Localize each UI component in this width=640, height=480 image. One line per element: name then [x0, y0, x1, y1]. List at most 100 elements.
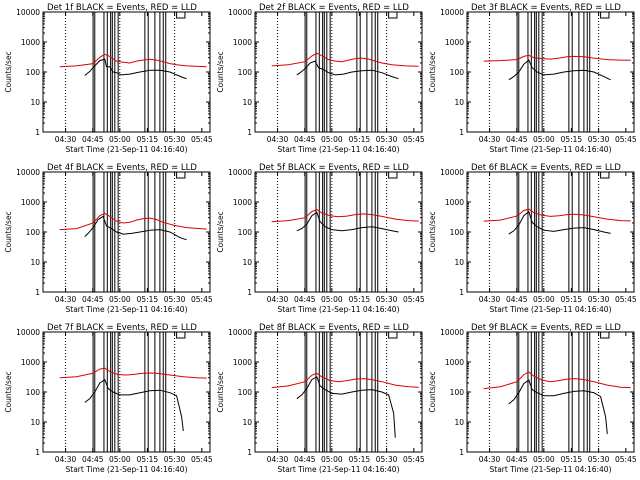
y-tick-label: 10000 — [228, 328, 252, 337]
x-tick-label: 04:45 — [82, 295, 104, 304]
plot-frame — [466, 331, 635, 453]
y-tick-label: 1 — [35, 128, 40, 137]
x-tick-label: 04:30 — [479, 295, 501, 304]
panel-title: Det 7f BLACK = Events, RED = LLD — [47, 323, 197, 333]
x-tick-label: 05:15 — [137, 295, 159, 304]
x-tick-label: 04:30 — [267, 135, 289, 144]
x-tick-label: 05:15 — [561, 455, 583, 464]
x-tick-label: 05:15 — [137, 455, 159, 464]
y-tick-label: 100 — [450, 228, 465, 237]
y-axis-label: Counts/sec — [216, 211, 225, 252]
detector-panel-6: Det 6f BLACK = Events, RED = LLD 1 10 100 10… — [428, 163, 637, 314]
x-tick-label: 05:45 — [615, 135, 637, 144]
y-tick-label: 10000 — [440, 8, 464, 17]
events-series-line — [84, 58, 187, 80]
x-tick-label: 04:45 — [294, 295, 316, 304]
y-tick-label: 10 — [30, 418, 40, 427]
y-tick-label: 1 — [247, 128, 252, 137]
x-tick-label: 05:00 — [109, 455, 131, 464]
y-tick-label: 1 — [459, 448, 464, 457]
panel-title: Det 5f BLACK = Events, RED = LLD — [259, 163, 409, 173]
y-tick-label: 1 — [35, 448, 40, 457]
y-tick-label: 100 — [26, 68, 41, 77]
y-tick-label: 10000 — [440, 168, 464, 177]
lld-series-line — [483, 54, 631, 62]
detector-panel-4: Det 4f BLACK = Events, RED = LLD 1 10 100 10… — [4, 163, 213, 314]
y-tick-label: 100 — [238, 68, 253, 77]
panel-title: Det 8f BLACK = Events, RED = LLD — [259, 323, 409, 333]
x-tick-label: 05:00 — [533, 455, 555, 464]
events-series-line — [296, 376, 396, 438]
x-tick-label: 05:15 — [561, 135, 583, 144]
y-tick-label: 10000 — [228, 168, 252, 177]
x-tick-label: 04:45 — [82, 455, 104, 464]
lld-series-line — [59, 367, 207, 379]
plot-frame — [42, 331, 211, 453]
x-tick-label: 05:15 — [137, 135, 159, 144]
y-tick-label: 10000 — [16, 8, 40, 17]
x-tick-label: 05:15 — [561, 295, 583, 304]
x-tick-label: 05:15 — [349, 295, 371, 304]
x-axis-label: Start Time (21-Sep-11 04:16:40) — [66, 465, 188, 474]
x-tick-label: 05:30 — [164, 455, 186, 464]
panel-title: Det 9f BLACK = Events, RED = LLD — [471, 323, 621, 333]
x-tick-label: 04:30 — [267, 295, 289, 304]
y-tick-label: 100 — [238, 388, 253, 397]
panel-title: Det 1f BLACK = Events, RED = LLD — [47, 3, 197, 13]
detector-panel-1: Det 1f BLACK = Events, RED = LLD 1 10 100 10… — [4, 3, 213, 154]
y-tick-label: 1000 — [233, 198, 252, 207]
x-tick-label: 04:30 — [267, 455, 289, 464]
lld-series-line — [59, 53, 207, 68]
lld-series-line — [271, 209, 419, 223]
marker-box — [388, 11, 398, 19]
x-tick-label: 05:15 — [349, 455, 371, 464]
lld-series-line — [483, 371, 631, 390]
x-tick-label: 05:30 — [588, 135, 610, 144]
x-tick-label: 05:30 — [376, 295, 398, 304]
x-axis-label: Start Time (21-Sep-11 04:16:40) — [278, 465, 400, 474]
x-axis-label: Start Time (21-Sep-11 04:16:40) — [278, 305, 400, 314]
detector-panel-2: Det 2f BLACK = Events, RED = LLD 1 10 100 10… — [216, 3, 425, 154]
events-series-line — [296, 60, 399, 80]
y-axis-label: Counts/sec — [4, 51, 13, 92]
x-axis-label: Start Time (21-Sep-11 04:16:40) — [490, 305, 612, 314]
y-tick-label: 10 — [454, 418, 464, 427]
y-tick-label: 10 — [242, 418, 252, 427]
y-axis-label: Counts/sec — [216, 51, 225, 92]
marker-box — [600, 331, 610, 339]
lld-series-line — [59, 212, 207, 231]
x-tick-label: 04:30 — [479, 135, 501, 144]
marker-box — [388, 171, 398, 179]
lld-series-line — [271, 52, 419, 67]
events-series-line — [84, 215, 187, 241]
y-tick-label: 10000 — [228, 8, 252, 17]
x-axis-label: Start Time (21-Sep-11 04:16:40) — [66, 305, 188, 314]
y-tick-label: 1000 — [445, 198, 464, 207]
x-tick-label: 05:00 — [321, 455, 343, 464]
x-axis-label: Start Time (21-Sep-11 04:16:40) — [490, 465, 612, 474]
x-tick-label: 04:45 — [506, 135, 528, 144]
y-tick-label: 10 — [242, 98, 252, 107]
x-tick-label: 05:00 — [533, 135, 555, 144]
x-tick-label: 04:30 — [55, 455, 77, 464]
x-tick-label: 05:00 — [109, 135, 131, 144]
events-series-line — [84, 378, 184, 432]
x-tick-label: 04:45 — [82, 135, 104, 144]
x-tick-label: 05:00 — [533, 295, 555, 304]
x-tick-label: 04:45 — [506, 295, 528, 304]
x-tick-label: 05:30 — [376, 135, 398, 144]
x-tick-label: 05:00 — [321, 295, 343, 304]
x-tick-label: 05:45 — [615, 295, 637, 304]
marker-box — [176, 11, 186, 19]
y-tick-label: 100 — [238, 228, 253, 237]
x-tick-label: 04:45 — [294, 135, 316, 144]
y-axis-label: Counts/sec — [428, 51, 437, 92]
y-tick-label: 100 — [450, 388, 465, 397]
marker-box — [176, 331, 186, 339]
y-axis-label: Counts/sec — [4, 211, 13, 252]
x-tick-label: 05:45 — [191, 295, 213, 304]
panel-title: Det 2f BLACK = Events, RED = LLD — [259, 3, 409, 13]
panel-title: Det 4f BLACK = Events, RED = LLD — [47, 163, 197, 173]
y-tick-label: 10000 — [440, 328, 464, 337]
